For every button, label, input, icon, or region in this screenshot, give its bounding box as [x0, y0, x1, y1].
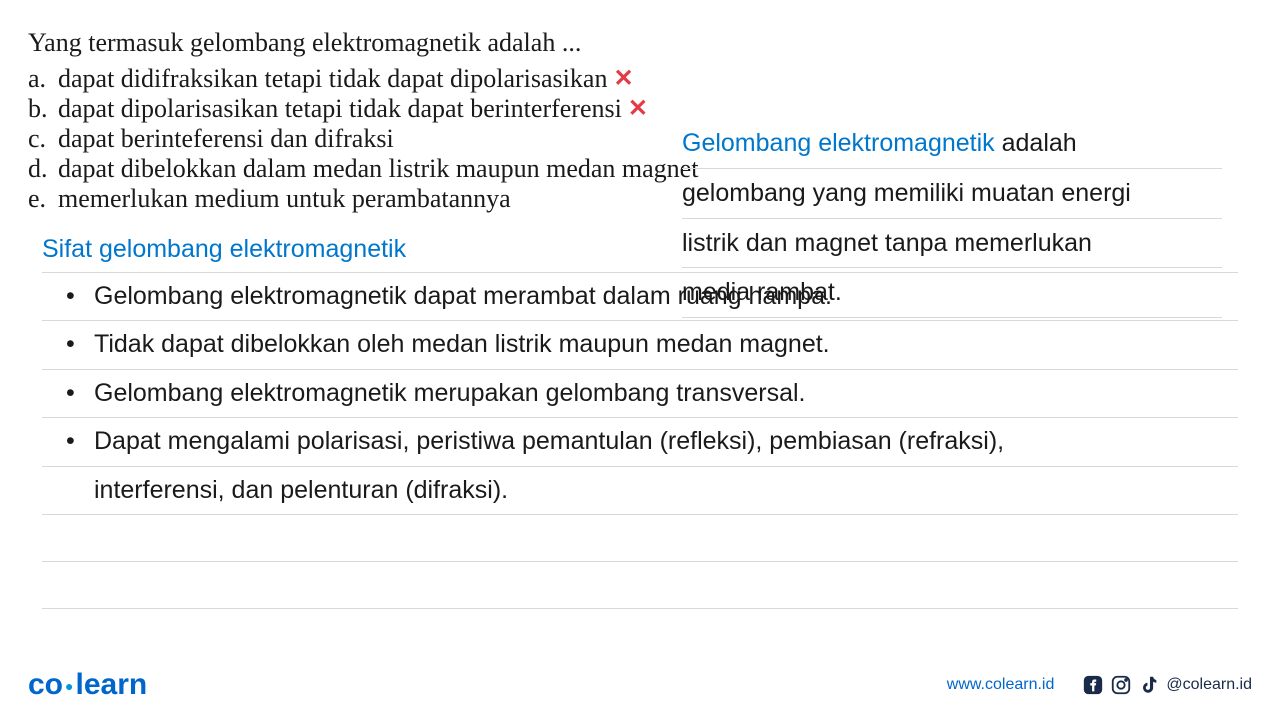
annotation-rest: adalah — [995, 129, 1077, 157]
property-item-2: • Tidak dapat dibelokkan oleh medan list… — [42, 321, 1238, 370]
social-handle: @colearn.id — [1166, 676, 1252, 694]
bullet-icon: • — [66, 370, 94, 418]
website-url: www.colearn.id — [947, 676, 1055, 694]
option-text: dapat didifraksikan tetapi tidak dapat d… — [58, 64, 607, 94]
content-area: Yang termasuk gelombang elektromagnetik … — [0, 0, 1280, 609]
option-text: memerlukan medium untuk perambatannya — [58, 184, 511, 214]
cross-mark-icon: ✕ — [628, 94, 648, 123]
property-text: Dapat mengalami polarisasi, peristiwa pe… — [94, 418, 1238, 466]
cross-mark-icon: ✕ — [613, 64, 633, 93]
option-text: dapat dipolarisasikan tetapi tidak dapat… — [58, 94, 622, 124]
footer: co●learn www.colearn.id @colearn.id — [28, 668, 1252, 702]
top-section: Yang termasuk gelombang elektromagnetik … — [28, 24, 1252, 214]
option-a: a. dapat didifraksikan tetapi tidak dapa… — [28, 64, 1252, 94]
empty-line — [42, 515, 1238, 562]
bullet-icon: • — [66, 273, 94, 321]
option-text: dapat berinteferensi dan difraksi — [58, 124, 394, 154]
logo-part2: learn — [75, 668, 147, 701]
footer-right: www.colearn.id @colearn.id — [947, 674, 1252, 696]
option-label: c. — [28, 124, 58, 154]
annotation-box: Gelombang elektromagnetik adalah gelomba… — [682, 119, 1222, 318]
option-text: dapat dibelokkan dalam medan listrik mau… — [58, 154, 698, 184]
property-item-3: • Gelombang elektromagnetik merupakan ge… — [42, 370, 1238, 419]
empty-line — [42, 562, 1238, 609]
tiktok-icon — [1138, 674, 1160, 696]
option-label: d. — [28, 154, 58, 184]
logo-dot-icon: ● — [65, 678, 73, 694]
bullet-icon: • — [66, 321, 94, 369]
annotation-highlight: Gelombang elektromagnetik — [682, 129, 995, 157]
property-item-4-cont: interferensi, dan pelenturan (difraksi). — [42, 467, 1238, 516]
option-label: a. — [28, 64, 58, 94]
property-text: Tidak dapat dibelokkan oleh medan listri… — [94, 321, 1238, 369]
logo: co●learn — [28, 668, 147, 702]
option-label: b. — [28, 94, 58, 124]
annotation-line-3: listrik dan magnet tanpa memerlukan — [682, 219, 1222, 269]
question-text: Yang termasuk gelombang elektromagnetik … — [28, 24, 581, 62]
logo-part1: co — [28, 668, 63, 701]
question-row: Yang termasuk gelombang elektromagnetik … — [28, 24, 1252, 62]
annotation-line-2: gelombang yang memiliki muatan energi — [682, 169, 1222, 219]
property-item-4: • Dapat mengalami polarisasi, peristiwa … — [42, 418, 1238, 467]
social-row: @colearn.id — [1082, 674, 1252, 696]
bullet-icon: • — [66, 418, 94, 466]
option-label: e. — [28, 184, 58, 214]
instagram-icon — [1110, 674, 1132, 696]
annotation-line-4: media rambat. — [682, 268, 1222, 318]
annotation-line-1: Gelombang elektromagnetik adalah — [682, 119, 1222, 169]
property-text: Gelombang elektromagnetik merupakan gelo… — [94, 370, 1238, 418]
facebook-icon — [1082, 674, 1104, 696]
